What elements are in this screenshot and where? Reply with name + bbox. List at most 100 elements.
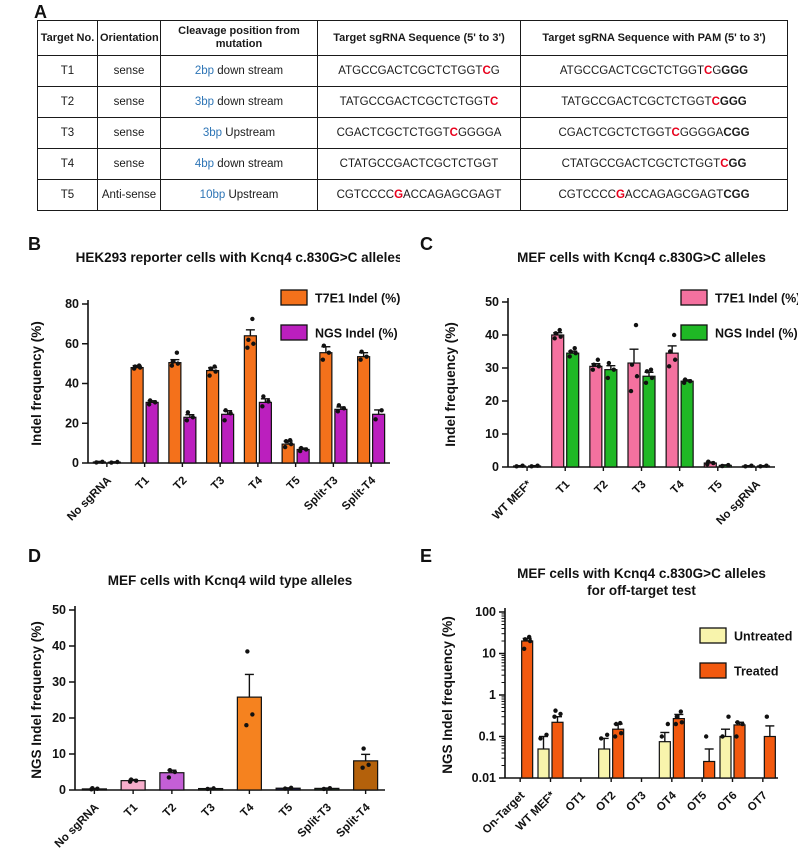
bar	[665, 352, 679, 468]
data-point	[552, 714, 557, 719]
table-row: T1 sense 2bp down stream ATGCCGACTCGCTCTGGT…	[37, 55, 788, 87]
bar	[642, 375, 656, 468]
x-tick-label: T1	[554, 478, 572, 496]
svg-text:0.01: 0.01	[472, 771, 496, 785]
data-point	[604, 732, 610, 737]
mutation-base: C	[720, 158, 729, 170]
pam-sequence: GGG	[719, 96, 747, 108]
bar	[372, 413, 386, 464]
y-axis-ticks: 0 20 40 60 80	[65, 297, 88, 470]
sequence-text: CTATGCCGACTCGCTCTGGT	[561, 158, 721, 170]
data-point	[246, 337, 251, 342]
orientation-cell: sense	[97, 55, 161, 87]
data-point	[764, 714, 770, 719]
data-point	[527, 638, 533, 644]
data-point	[132, 364, 138, 369]
data-point	[251, 341, 256, 346]
data-point	[514, 464, 519, 469]
data-point	[379, 408, 384, 413]
svg-text:Indel frequency (%): Indel frequency (%)	[443, 322, 458, 447]
data-point	[596, 364, 602, 369]
data-point	[553, 331, 558, 336]
data-point	[703, 734, 709, 739]
sgrna-table-header: Target No. Orientation Cleavage position f…	[37, 20, 788, 56]
bars	[92, 316, 386, 465]
data-point	[644, 369, 650, 374]
data-point	[327, 786, 333, 791]
chart-hek293-indel: HEK293 reporter cells with Kcnq4 c.830G>…	[29, 250, 400, 523]
svg-text:60: 60	[65, 337, 79, 351]
data-point	[553, 708, 558, 713]
y-axis-label: NGS Indel frequency (%)	[29, 621, 44, 779]
x-tick-label: T2	[172, 475, 190, 493]
x-tick-label: Split-T4	[340, 474, 379, 513]
mutation-base: G	[615, 189, 625, 201]
mutation-base: C	[704, 65, 713, 77]
bars	[521, 634, 776, 779]
legend-label: T7E1 Indel (%)	[715, 292, 798, 306]
legend-label: T7E1 Indel (%)	[315, 292, 400, 306]
x-tick-label: T2	[593, 479, 611, 497]
cleavage-position-cell: 3bp down stream	[160, 86, 318, 118]
data-point	[678, 709, 684, 714]
target-no-cell: T5	[37, 179, 98, 211]
x-tick-label: T5	[277, 801, 295, 819]
svg-text:0: 0	[59, 783, 66, 797]
x-tick-label: OT1	[564, 789, 589, 814]
svg-text:0.1: 0.1	[479, 730, 496, 744]
legend-label: NGS Indel (%)	[715, 327, 798, 341]
x-tick-label: OT5	[685, 789, 710, 814]
panel-label-b: B	[28, 234, 41, 254]
target-no-cell: T4	[37, 148, 98, 180]
bar	[120, 780, 146, 791]
data-point	[205, 786, 210, 792]
data-point	[360, 765, 365, 770]
sequence-text: CGTCCCC	[558, 189, 616, 201]
data-point	[320, 357, 326, 362]
data-point	[152, 400, 158, 405]
table-header-cell: Target sgRNA Sequence with PAM (5' to 3'…	[520, 20, 788, 56]
sequence-text: CGACTCGCTCTGGT	[558, 127, 672, 139]
data-point	[321, 343, 327, 348]
data-point	[665, 721, 671, 727]
data-point	[552, 336, 557, 341]
data-point	[648, 367, 654, 372]
data-point	[726, 462, 731, 468]
sgrna-sequence-pam-cell: CGACTCGCTCTGGTCGGGGACGG	[520, 117, 788, 149]
x-tick-label: T4	[239, 801, 257, 819]
pam-sequence: GG	[728, 158, 747, 170]
svg-text:80: 80	[65, 297, 79, 311]
data-point	[170, 359, 176, 364]
data-point	[283, 438, 289, 444]
axes	[507, 298, 775, 468]
data-point	[244, 723, 249, 728]
mutation-base: C	[671, 127, 680, 139]
data-point	[629, 362, 635, 367]
mutation-base: C	[490, 96, 499, 108]
bar	[319, 352, 333, 464]
data-point	[169, 363, 175, 368]
svg-text:50: 50	[485, 295, 499, 309]
panel-label-c: C	[420, 234, 433, 254]
legend-swatch	[680, 324, 708, 341]
y-axis-label: NGS Indel frequency (%)	[440, 616, 455, 774]
data-point	[598, 736, 604, 741]
sgrna-sequence-pam-cell: ATGCCGACTCGCTCTGGTCGGGG	[520, 55, 788, 87]
bar	[763, 735, 776, 779]
data-point	[522, 637, 528, 642]
x-tick-label: OT4	[655, 789, 680, 814]
legend: T7E1 Indel (%) NGS Indel (%)	[280, 289, 400, 341]
sgrna-sequence-cell: CGTCCCCGACCAGAGCGAGT	[317, 179, 521, 211]
data-point	[335, 409, 341, 414]
data-point	[184, 418, 190, 423]
data-point	[172, 769, 178, 775]
panel-label-a: A	[34, 2, 47, 22]
bar	[672, 717, 685, 779]
chart-title: HEK293 reporter cells with Kcnq4 c.830G>…	[76, 250, 400, 265]
sequence-text: CGACTCGCTCTGGT	[336, 127, 450, 139]
data-point	[90, 786, 95, 791]
data-point	[128, 777, 134, 782]
sgrna-table: Target No. Orientation Cleavage position f…	[37, 20, 788, 211]
x-tick-label: OT6	[715, 790, 739, 814]
